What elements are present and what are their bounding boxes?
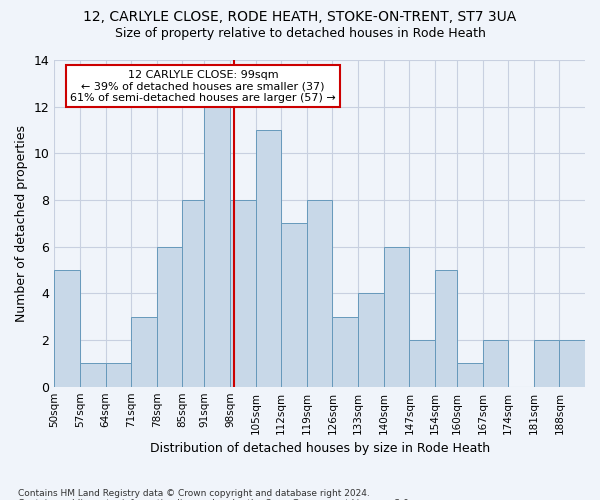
Bar: [281, 224, 307, 386]
Text: 12, CARLYLE CLOSE, RODE HEATH, STOKE-ON-TRENT, ST7 3UA: 12, CARLYLE CLOSE, RODE HEATH, STOKE-ON-…: [83, 10, 517, 24]
Bar: [332, 316, 358, 386]
Bar: [534, 340, 559, 386]
Bar: [54, 270, 80, 386]
Bar: [457, 364, 482, 386]
Bar: [307, 200, 332, 386]
Bar: [106, 364, 131, 386]
Bar: [435, 270, 457, 386]
Text: Size of property relative to detached houses in Rode Heath: Size of property relative to detached ho…: [115, 28, 485, 40]
X-axis label: Distribution of detached houses by size in Rode Heath: Distribution of detached houses by size …: [149, 442, 490, 455]
Bar: [157, 246, 182, 386]
Bar: [482, 340, 508, 386]
Bar: [230, 200, 256, 386]
Text: Contains public sector information licensed under the Open Government Licence v3: Contains public sector information licen…: [18, 498, 412, 500]
Text: Contains HM Land Registry data © Crown copyright and database right 2024.: Contains HM Land Registry data © Crown c…: [18, 488, 370, 498]
Bar: [205, 106, 230, 386]
Bar: [80, 364, 106, 386]
Bar: [256, 130, 281, 386]
Bar: [409, 340, 435, 386]
Bar: [559, 340, 585, 386]
Y-axis label: Number of detached properties: Number of detached properties: [15, 125, 28, 322]
Bar: [131, 316, 157, 386]
Text: 12 CARLYLE CLOSE: 99sqm
← 39% of detached houses are smaller (37)
61% of semi-de: 12 CARLYLE CLOSE: 99sqm ← 39% of detache…: [70, 70, 336, 103]
Bar: [182, 200, 205, 386]
Bar: [383, 246, 409, 386]
Bar: [358, 294, 383, 386]
